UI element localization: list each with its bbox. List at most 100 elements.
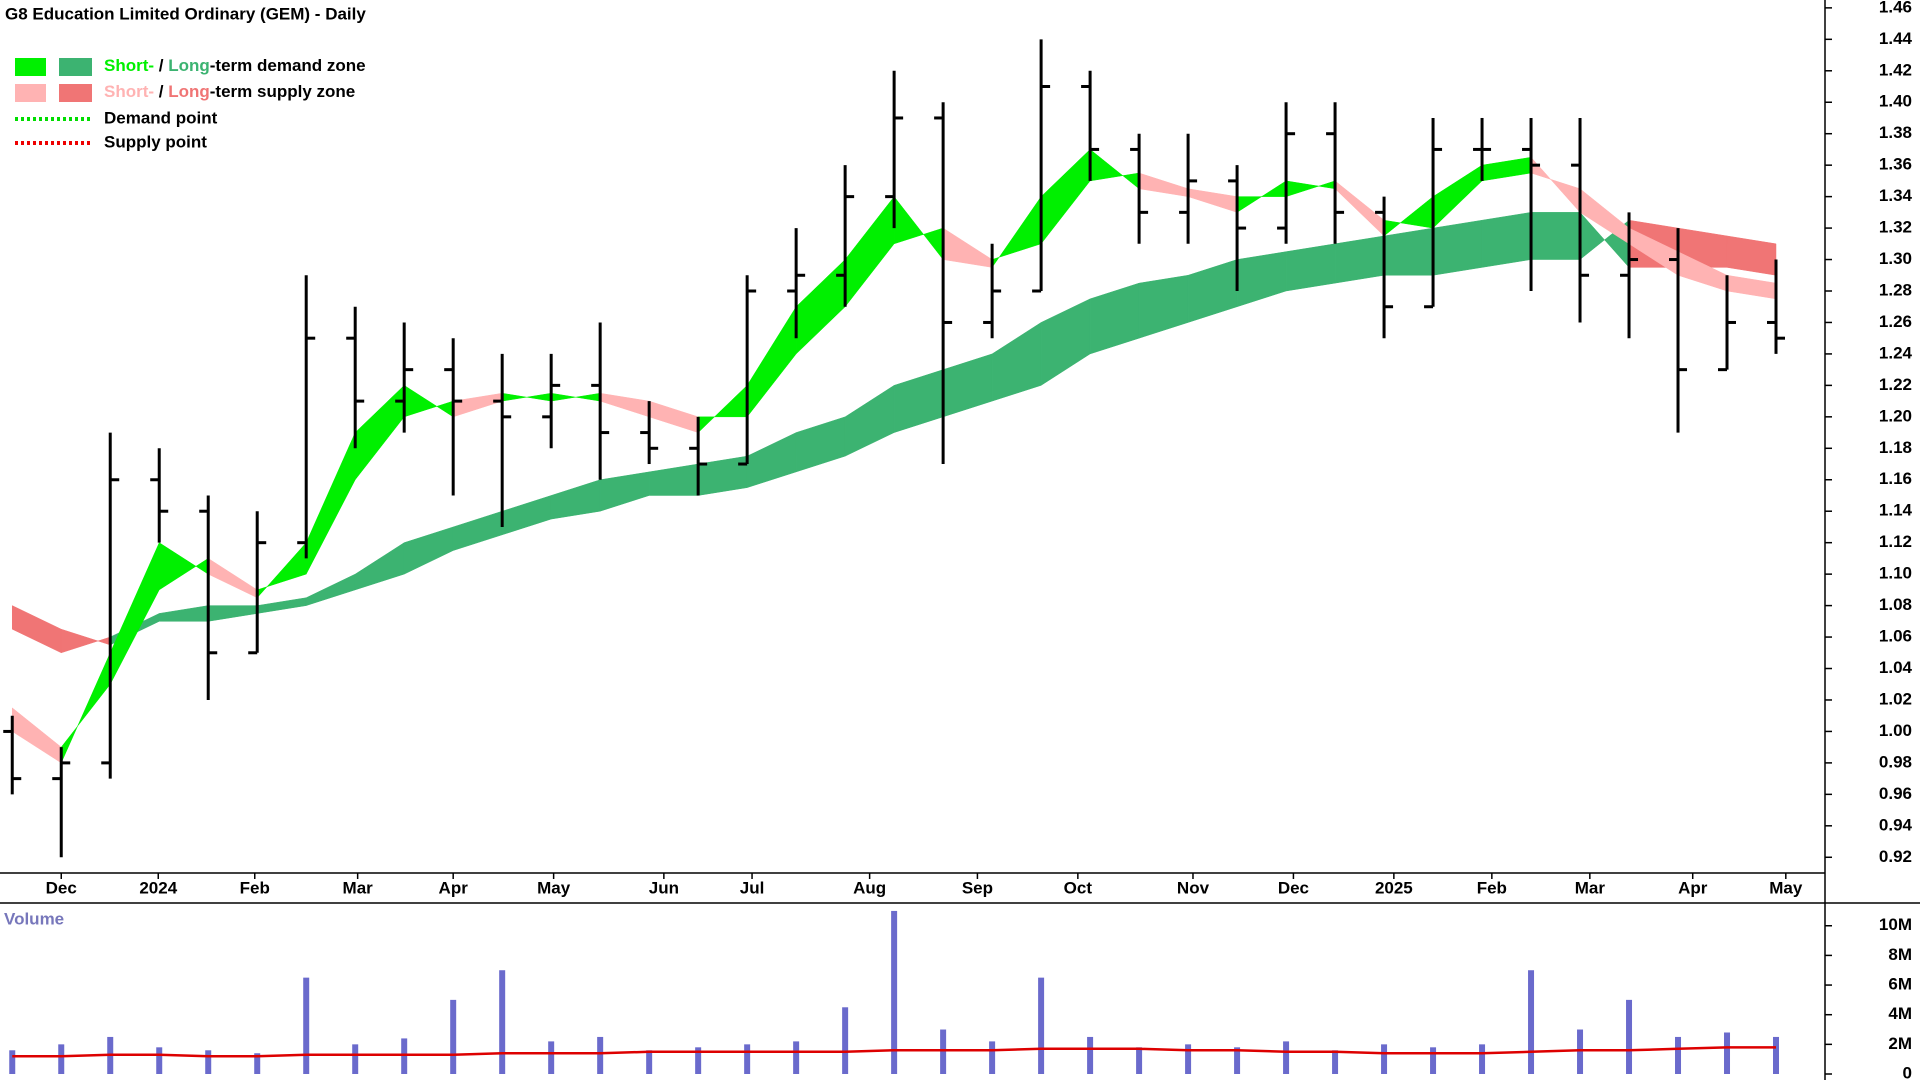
volume-bar (205, 1050, 212, 1074)
volume-bar (1381, 1044, 1388, 1074)
y-tick-label: 0 (1903, 1063, 1912, 1080)
volume-bar (1577, 1029, 1584, 1074)
volume-bar (1136, 1047, 1143, 1074)
x-tick-label: Apr (1678, 878, 1708, 897)
x-tick-label: Nov (1177, 878, 1210, 897)
volume-bar (1675, 1036, 1682, 1074)
x-tick-label: May (537, 878, 571, 897)
volume-bar (842, 1007, 849, 1074)
volume-bar (58, 1044, 65, 1074)
y-tick-label: 1.36 (1879, 155, 1912, 174)
y-tick-label: 1.26 (1879, 312, 1912, 331)
y-tick-label: 1.42 (1879, 60, 1912, 79)
y-tick-label: 1.16 (1879, 469, 1912, 488)
legend-label-part: Short- (104, 82, 154, 101)
legend-label: Supply point (104, 132, 207, 151)
y-tick-label: 1.14 (1879, 501, 1913, 520)
long-band-segment (1285, 243, 1336, 292)
legend-label-part: Short- (104, 56, 154, 75)
volume-bar (1724, 1032, 1731, 1074)
y-tick-label: 0.96 (1879, 784, 1912, 803)
y-tick-label: 1.06 (1879, 627, 1912, 646)
x-tick-label: Dec (46, 878, 77, 897)
long-band-segment (1432, 219, 1483, 276)
volume-bar (1283, 1041, 1290, 1074)
y-tick-label: 1.20 (1879, 406, 1912, 425)
volume-bar (450, 999, 457, 1074)
volume-bar (1038, 977, 1045, 1074)
y-tick-label: 8M (1888, 945, 1912, 964)
x-tick-label: Oct (1064, 878, 1093, 897)
y-tick-label: 1.38 (1879, 123, 1912, 142)
volume-bar (401, 1038, 408, 1074)
volume-bar (1773, 1036, 1780, 1074)
y-tick-label: 1.04 (1879, 658, 1913, 677)
x-tick-label: 2024 (139, 878, 177, 897)
legend-swatch (15, 58, 46, 76)
y-tick-label: 1.44 (1879, 29, 1913, 48)
y-tick-label: 1.12 (1879, 532, 1912, 551)
volume-bar (1430, 1047, 1437, 1074)
y-tick-label: 6M (1888, 975, 1912, 994)
volume-bar (1087, 1036, 1094, 1074)
y-tick-label: 0.98 (1879, 752, 1912, 771)
x-tick-label: Dec (1278, 878, 1309, 897)
volume-bar (254, 1053, 261, 1074)
long-band-segment (1383, 227, 1434, 276)
y-tick-label: 1.02 (1879, 689, 1912, 708)
x-tick-label: Mar (343, 878, 374, 897)
volume-bar (646, 1050, 653, 1074)
x-tick-label: Mar (1575, 878, 1606, 897)
volume-bar (891, 910, 898, 1074)
x-tick-label: Feb (1477, 878, 1507, 897)
chart-title: G8 Education Limited Ordinary (GEM) - Da… (5, 4, 366, 23)
volume-bar (499, 970, 506, 1074)
volume-bar (989, 1041, 996, 1074)
long-band-segment (1726, 235, 1777, 276)
y-tick-label: 1.24 (1879, 343, 1913, 362)
y-tick-label: 1.46 (1879, 0, 1912, 16)
y-tick-label: 2M (1888, 1034, 1912, 1053)
volume-bar (940, 1029, 947, 1074)
legend-label: Short- / Long-term supply zone (104, 82, 355, 101)
y-tick-label: 1.10 (1879, 564, 1912, 583)
y-tick-label: 1.34 (1879, 186, 1913, 205)
volume-bar (303, 977, 310, 1074)
x-tick-label: Jul (740, 878, 765, 897)
volume-average (12, 1046, 1777, 1058)
x-tick-label: Sep (962, 878, 993, 897)
x-tick-label: Jun (649, 878, 679, 897)
y-tick-label: 1.22 (1879, 375, 1912, 394)
volume-bar (352, 1044, 359, 1074)
y-tick-label: 1.08 (1879, 595, 1912, 614)
volume-bar (1626, 999, 1633, 1074)
legend-label-part: Long (168, 56, 210, 75)
y-tick-label: 4M (1888, 1004, 1912, 1023)
y-tick-label: 1.28 (1879, 280, 1912, 299)
legend-label-part: / (154, 56, 168, 75)
volume-bar (1332, 1050, 1339, 1074)
y-tick-label: 1.30 (1879, 249, 1912, 268)
volume-bar (1185, 1044, 1192, 1074)
legend-swatch (15, 84, 46, 102)
x-tick-label: Feb (240, 878, 270, 897)
volume-bar (597, 1036, 604, 1074)
volume-bar (156, 1047, 163, 1074)
legend-swatch (59, 84, 92, 102)
volume-bar (1479, 1044, 1486, 1074)
legend-swatch (59, 58, 92, 76)
x-tick-label: 2025 (1375, 878, 1413, 897)
legend-label: Short- / Long-term demand zone (104, 56, 366, 75)
y-tick-label: 0.94 (1879, 815, 1913, 834)
legend-label-part: -term demand zone (210, 56, 366, 75)
volume-bar (1528, 970, 1535, 1074)
y-tick-label: 1.00 (1879, 721, 1912, 740)
y-tick-label: 1.40 (1879, 92, 1912, 111)
volume-bar (9, 1050, 16, 1074)
legend-label-part: / (154, 82, 168, 101)
volume-bar (1234, 1047, 1241, 1074)
x-tick-label: Aug (853, 878, 886, 897)
